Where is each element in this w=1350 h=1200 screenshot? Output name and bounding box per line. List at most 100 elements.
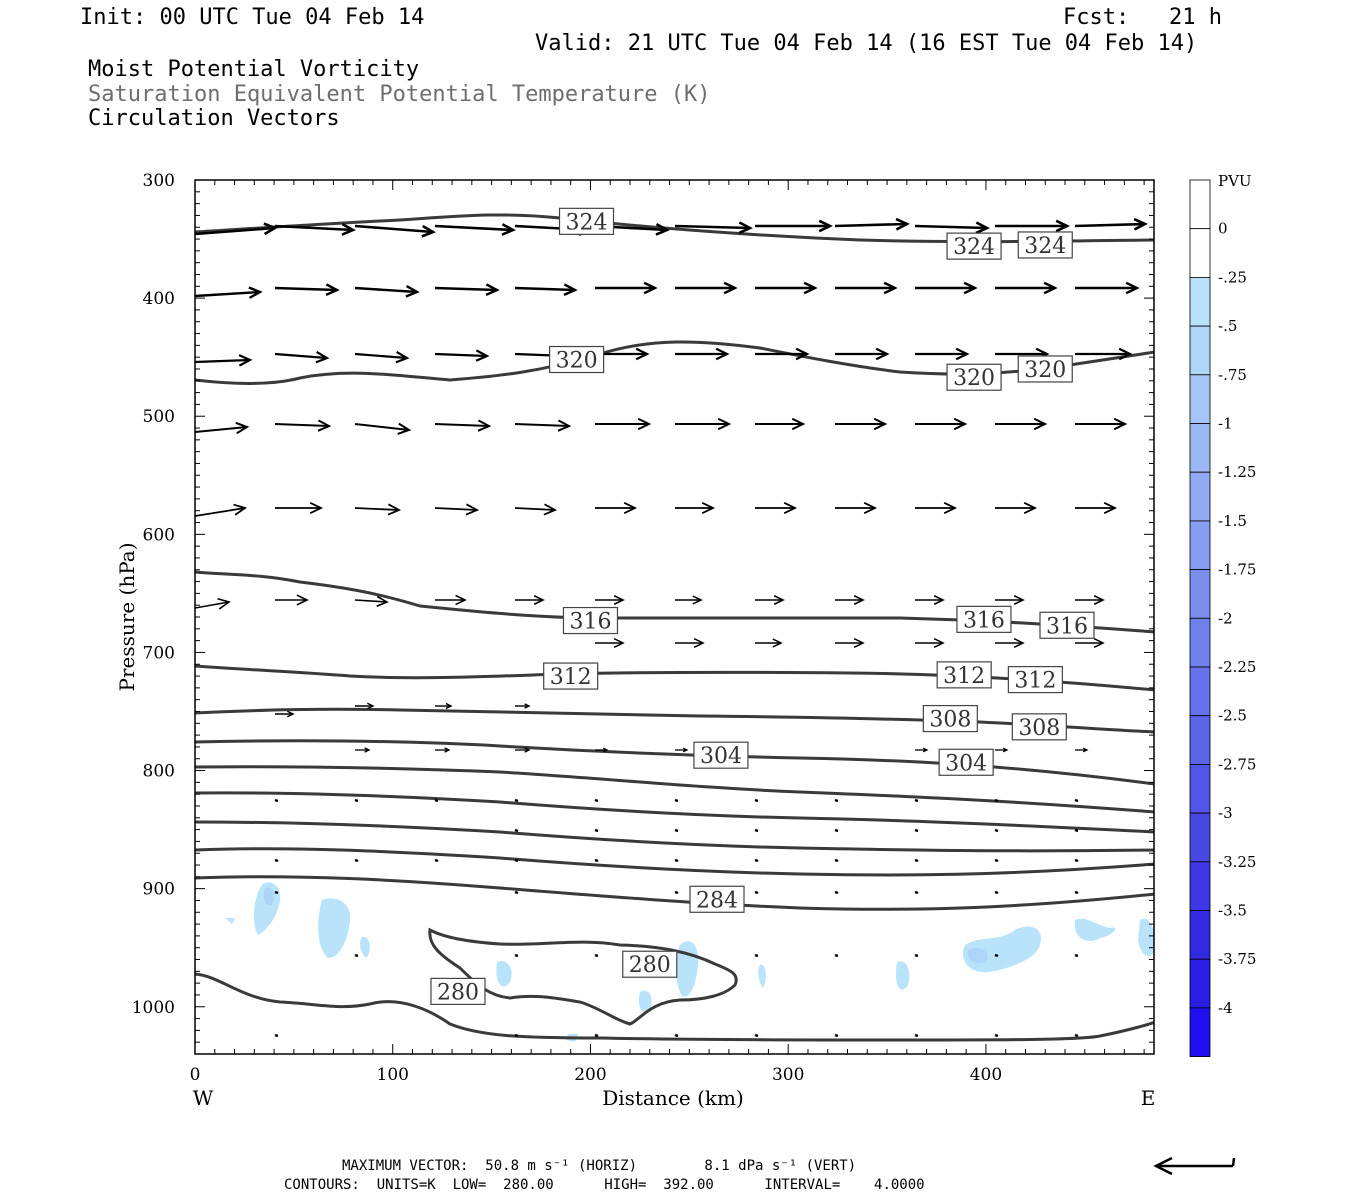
contour-label-text: 316	[963, 608, 1005, 633]
contour-label: 320	[549, 345, 605, 374]
vector-dot	[834, 953, 839, 958]
vector-shaft	[354, 224, 434, 234]
vector-head	[773, 595, 785, 605]
vector-dot	[754, 890, 759, 895]
vector-dot	[674, 798, 679, 803]
contour-label-box	[558, 207, 615, 235]
contour-288	[195, 847, 1154, 877]
contour-label: 312	[543, 662, 599, 690]
vector-dot	[514, 798, 519, 803]
vector-head	[533, 595, 545, 605]
contour-label-box	[622, 950, 678, 978]
vector-dot	[1074, 953, 1079, 958]
vector-head	[623, 501, 638, 515]
contour-label-box	[1017, 355, 1073, 383]
vector-head	[863, 501, 878, 515]
vector-dot	[354, 798, 359, 803]
vector-shaft	[195, 290, 261, 298]
contour-label: 316	[1039, 611, 1095, 639]
vector-head	[455, 594, 467, 606]
contour-label: 312	[936, 661, 992, 689]
vector-dot	[994, 1033, 999, 1038]
vector-dot	[674, 828, 679, 833]
vector-dot	[514, 1033, 519, 1038]
vector-head	[963, 281, 978, 295]
contour-label-box	[956, 605, 1012, 633]
vector-shaft	[354, 423, 410, 431]
vector-head	[405, 285, 420, 298]
vector-head	[475, 349, 490, 362]
vector-head	[682, 747, 689, 753]
contour-label-text: 304	[700, 744, 742, 769]
vector-dot	[914, 953, 919, 958]
vector-dot	[1074, 798, 1079, 803]
contour-label-text: 324	[1024, 234, 1066, 259]
vector-dot	[834, 890, 839, 895]
vector-head	[613, 595, 625, 605]
contour-292	[195, 820, 1154, 853]
colorbar-label: -3.5	[1218, 902, 1247, 920]
contour-label-text: 324	[953, 235, 995, 260]
vector-dot	[514, 828, 519, 833]
contour-label: 304	[693, 741, 749, 769]
contour-320	[195, 340, 1154, 385]
vector-head	[287, 710, 295, 718]
pv-colorbar: 0 -.25 -.5 -.75 -1 -1.25 -1.5 -1.75 -2 -2.25 -2.5 -…	[1189, 179, 1256, 1058]
vector-shaft	[274, 286, 338, 292]
contour-280-bottom	[195, 972, 1154, 1042]
vector-head	[1055, 219, 1070, 233]
contour-label-text: 308	[1018, 716, 1060, 741]
contour-label-text: 320	[1024, 358, 1066, 383]
vector-shaft	[274, 224, 354, 232]
vector-dot	[434, 858, 439, 863]
vector-head	[1023, 501, 1038, 515]
vector-dot	[274, 890, 279, 895]
vector-shaft	[195, 358, 251, 364]
mpv-shading	[225, 882, 1154, 1042]
vector-dot	[354, 858, 359, 863]
colorbar-swatch	[1189, 423, 1211, 473]
vector-dot	[674, 858, 679, 863]
axis-ticks	[194, 179, 1154, 1054]
vector-dot	[914, 890, 919, 895]
contour-label: 284	[689, 885, 745, 913]
vector-shaft	[914, 224, 988, 230]
vector-head	[367, 702, 375, 710]
contour-label-box	[562, 606, 619, 635]
vector-head	[853, 638, 865, 648]
vector-head	[715, 347, 730, 361]
vector-head	[387, 503, 402, 516]
contour-label-text: 308	[929, 708, 971, 733]
y-tick-label: 900	[143, 880, 175, 900]
vector-head	[738, 221, 753, 235]
colorbar-swatch	[1189, 374, 1211, 424]
contour-308	[195, 707, 1154, 734]
vector-head	[524, 703, 531, 709]
vector-dot	[754, 828, 759, 833]
vector-head	[772, 638, 783, 648]
vector-head	[1033, 417, 1048, 431]
vector-shaft	[514, 507, 556, 511]
contour-label: 320	[1017, 355, 1073, 383]
colorbar-swatch	[1189, 471, 1211, 522]
vector-dot	[994, 798, 999, 803]
colorbar-label: -.25	[1218, 268, 1247, 286]
contour-300	[195, 765, 1154, 814]
vector-dot	[594, 828, 599, 833]
vector-shaft	[1074, 222, 1146, 228]
colorbar-swatch	[1189, 666, 1211, 717]
colorbar-label: -2.5	[1218, 707, 1247, 725]
vector-head	[1043, 281, 1058, 295]
vector-head	[1013, 638, 1025, 648]
vector-head	[692, 595, 703, 605]
colorbar-swatch	[1189, 520, 1211, 571]
contour-label: 324	[946, 232, 1002, 260]
y-tick-label: 400	[143, 289, 175, 309]
vector-dot	[754, 953, 759, 958]
vector-head	[1125, 281, 1140, 295]
vector-head	[543, 503, 558, 516]
vector-dot	[594, 858, 599, 863]
colorbar-swatch	[1189, 812, 1211, 863]
colorbar-label: -.75	[1218, 366, 1247, 384]
vector-head	[421, 224, 436, 238]
